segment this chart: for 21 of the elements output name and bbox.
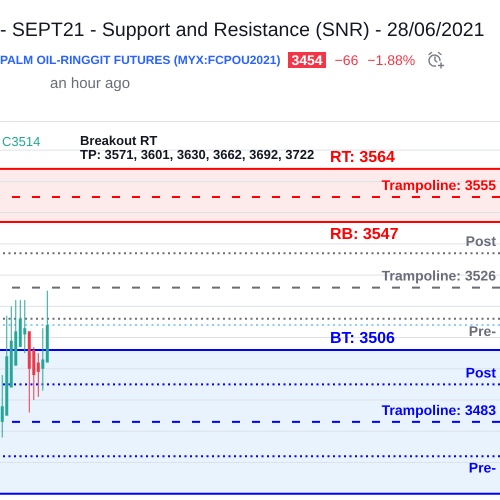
ref-line-label: Post — [466, 233, 496, 250]
ref-line-label: Post — [466, 364, 496, 380]
text: −1.88% — [367, 52, 416, 68]
annotation: Breakout RT — [80, 133, 158, 148]
ref-line-label: RT: 3564 — [330, 148, 396, 166]
text: an hour ago — [50, 75, 130, 92]
ref-line-label: Pre- — [468, 459, 496, 476]
text: −66 — [334, 52, 358, 68]
chart-title: - SEPT21 - Support and Resistance (SNR) - 28/06/2021 — [0, 19, 484, 41]
annotation: TP: 3571, 3601, 3630, 3662, 3692, 3722 — [80, 147, 314, 162]
ref-line-label: Trampoline: 3483 — [382, 402, 496, 418]
ref-line-label: Trampoline: 3555 — [382, 176, 496, 193]
candlestick — [36, 352, 40, 398]
ref-line-label: RB: 3547 — [330, 226, 399, 243]
annotation: C3514 — [2, 134, 40, 149]
candlestick — [23, 300, 26, 354]
ref-line-label: Pre- — [468, 322, 496, 339]
text: 3454 — [288, 52, 326, 68]
ref-line-label: BT: 3506 — [330, 330, 396, 348]
ref-line-label: Trampoline: 3526 — [382, 268, 496, 284]
chart-subtitle: PALM OIL-RINGGIT FUTURES (MYX:FCPOU2021) — [0, 53, 280, 67]
